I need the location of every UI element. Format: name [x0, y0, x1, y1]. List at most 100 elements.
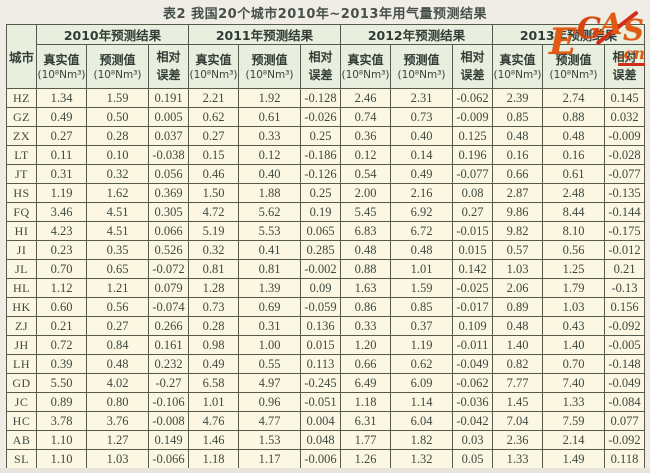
predicted-value-2010: 3.76 — [86, 411, 149, 431]
relative-error-2012: -0.062 — [452, 88, 493, 108]
actual-value-2012: 0.12 — [340, 145, 391, 165]
year-group-2010: 2010年预测结果 — [36, 24, 189, 45]
table-row: GD 5.50 4.02 -0.27 6.58 4.97 -0.245 6.49… — [6, 373, 645, 393]
predicted-value-2012: 1.19 — [390, 335, 453, 355]
relative-error-2012: 0.109 — [452, 316, 493, 336]
actual-value-2012: 6.31 — [340, 411, 391, 431]
year-group-2011: 2011年预测结果 — [188, 24, 341, 45]
predicted-value-2010: 4.51 — [86, 221, 149, 241]
predicted-label: 预测值 — [251, 52, 288, 67]
relative-error-2013: -0.135 — [604, 183, 645, 203]
table-body: HZ 1.34 1.59 0.191 2.21 1.92 -0.128 2.46… — [6, 88, 645, 469]
predicted-label: 预测值 — [555, 52, 592, 67]
city-code: GZ — [6, 107, 37, 127]
subheader-actual-2011: 真实值 (10⁸Nm³) — [188, 44, 239, 89]
predicted-value-2013: 0.56 — [542, 240, 605, 260]
actual-value-2011: 1.28 — [188, 278, 239, 298]
actual-value-2010: 4.23 — [36, 221, 87, 241]
relative-error-2012: 0.03 — [452, 430, 493, 450]
actual-value-2011: 0.49 — [188, 354, 239, 374]
predicted-value-2013: 7.40 — [542, 373, 605, 393]
predicted-value-2010: 1.27 — [86, 430, 149, 450]
relative-error-2012: 0.08 — [452, 183, 493, 203]
city-code: JL — [6, 259, 37, 279]
actual-value-2010: 1.12 — [36, 278, 87, 298]
predicted-value-2011: 1.92 — [238, 88, 301, 108]
predicted-value-2010: 0.10 — [86, 145, 149, 165]
table-row: JT 0.31 0.32 0.056 0.46 0.40 -0.126 0.54… — [6, 164, 645, 184]
actual-value-2013: 1.40 — [492, 335, 543, 355]
actual-value-2010: 0.11 — [36, 145, 87, 165]
city-code: JT — [6, 164, 37, 184]
actual-value-2013: 2.87 — [492, 183, 543, 203]
predicted-value-2013: 1.79 — [542, 278, 605, 298]
predicted-value-2012: 1.82 — [390, 430, 453, 450]
actual-value-2010: 0.31 — [36, 164, 87, 184]
actual-value-2011: 6.58 — [188, 373, 239, 393]
actual-value-2013: 7.77 — [492, 373, 543, 393]
table-row: JI 0.23 0.35 0.526 0.32 0.41 0.285 0.48 … — [6, 240, 645, 260]
relative-error-2012: 0.196 — [452, 145, 493, 165]
actual-value-2012: 0.86 — [340, 297, 391, 317]
actual-value-2010: 0.49 — [36, 107, 87, 127]
year-group-2013: 2013年预测结果 — [492, 24, 645, 45]
relative-error-2011: 0.09 — [300, 278, 341, 298]
actual-value-2010: 0.70 — [36, 259, 87, 279]
relative-error-2011: 0.136 — [300, 316, 341, 336]
predicted-value-2012: 6.09 — [390, 373, 453, 393]
predicted-value-2011: 0.41 — [238, 240, 301, 260]
relative-error-2011: 0.004 — [300, 411, 341, 431]
city-code: HZ — [6, 88, 37, 108]
actual-value-2013: 0.82 — [492, 354, 543, 374]
relative-error-2013: -0.175 — [604, 221, 645, 241]
relative-error-2011: 0.113 — [300, 354, 341, 374]
table-row: ZX 0.27 0.28 0.037 0.27 0.33 0.25 0.36 0… — [6, 126, 645, 146]
predicted-value-2010: 0.50 — [86, 107, 149, 127]
relative-error-2013: -0.148 — [604, 354, 645, 374]
actual-value-2011: 0.32 — [188, 240, 239, 260]
city-code: GD — [6, 373, 37, 393]
subheader-actual-2012: 真实值 (10⁸Nm³) — [340, 44, 391, 89]
city-code: AB — [6, 430, 37, 450]
table-row: JH 0.72 0.84 0.161 0.98 1.00 0.015 1.20 … — [6, 335, 645, 355]
relative-error-2010: 0.191 — [148, 88, 189, 108]
relative-error-2013: -0.028 — [604, 145, 645, 165]
predicted-value-2012: 1.59 — [390, 278, 453, 298]
predicted-value-2011: 1.53 — [238, 430, 301, 450]
actual-value-2011: 0.15 — [188, 145, 239, 165]
table-row: HC 3.78 3.76 -0.008 4.76 4.77 0.004 6.31… — [6, 411, 645, 431]
table-row: LH 0.39 0.48 0.232 0.49 0.55 0.113 0.66 … — [6, 354, 645, 374]
relative-error-2013: -0.13 — [604, 278, 645, 298]
relative-error-2013: 0.077 — [604, 411, 645, 431]
actual-value-2013: 9.86 — [492, 202, 543, 222]
relative-error-2013: -0.077 — [604, 164, 645, 184]
actual-value-2013: 0.48 — [492, 316, 543, 336]
actual-value-2013: 0.85 — [492, 107, 543, 127]
city-code: ZJ — [6, 316, 37, 336]
relative-error-2010: -0.072 — [148, 259, 189, 279]
predicted-label: 预测值 — [403, 52, 440, 67]
unit-label: (10⁸Nm³) — [549, 68, 598, 81]
relative-error-2012: 0.27 — [452, 202, 493, 222]
predicted-value-2013: 0.88 — [542, 107, 605, 127]
city-code: HK — [6, 297, 37, 317]
predicted-value-2010: 0.27 — [86, 316, 149, 336]
actual-value-2011: 0.98 — [188, 335, 239, 355]
subheader-predicted-2013: 预测值 (10⁸Nm³) — [542, 44, 605, 89]
predicted-value-2011: 0.33 — [238, 126, 301, 146]
actual-value-2010: 3.78 — [36, 411, 87, 431]
predicted-value-2011: 0.55 — [238, 354, 301, 374]
actual-value-2012: 1.63 — [340, 278, 391, 298]
actual-value-2013: 0.48 — [492, 126, 543, 146]
table-row: GZ 0.49 0.50 0.005 0.62 0.61 -0.026 0.74… — [6, 107, 645, 127]
relative-error-2011: 0.065 — [300, 221, 341, 241]
actual-value-2012: 1.18 — [340, 392, 391, 412]
relative-error-2013: -0.092 — [604, 316, 645, 336]
relative-error-2013: -0.049 — [604, 373, 645, 393]
actual-value-2012: 0.88 — [340, 259, 391, 279]
relative-error-2012: -0.062 — [452, 373, 493, 393]
relative-error-2010: 0.526 — [148, 240, 189, 260]
city-code: FQ — [6, 202, 37, 222]
unit-label: (10⁸Nm³) — [493, 68, 542, 81]
predicted-value-2012: 0.49 — [390, 164, 453, 184]
